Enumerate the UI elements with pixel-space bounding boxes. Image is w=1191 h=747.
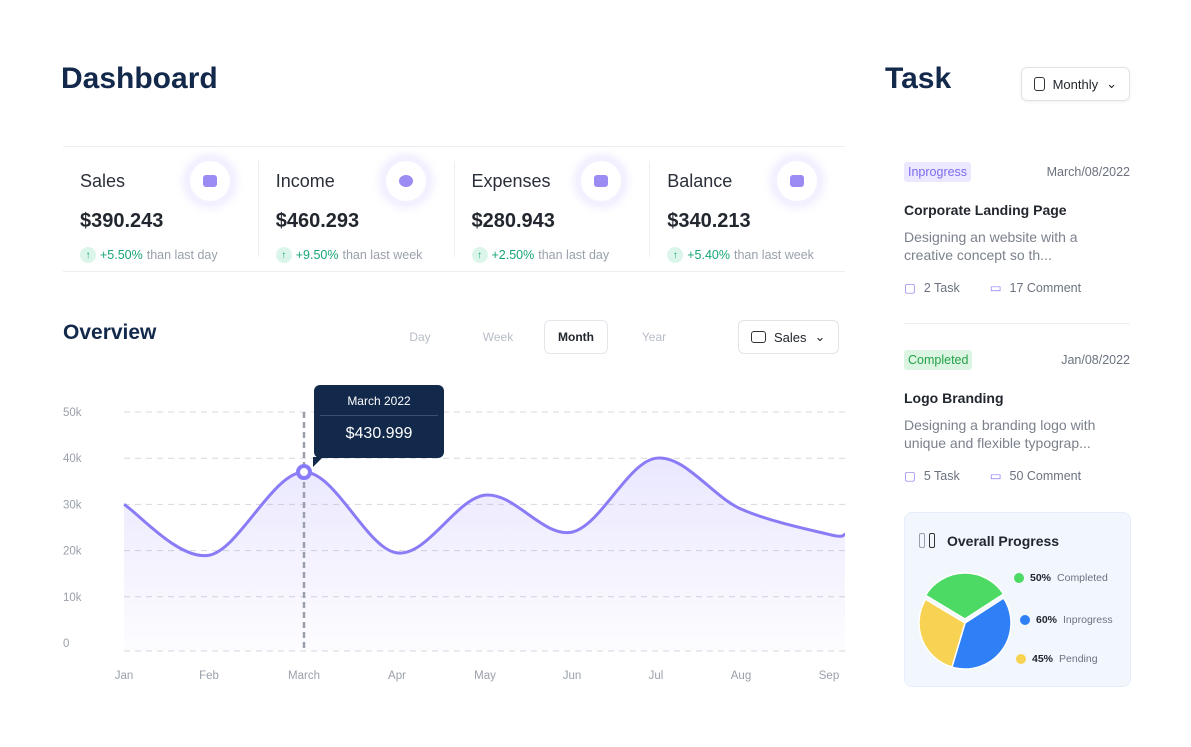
stat-label: Sales bbox=[80, 171, 126, 191]
legend-pending: 45% Pending bbox=[1016, 653, 1098, 665]
stat-expenses[interactable]: Expenses $280.943 ↑ +2.50% than last day bbox=[455, 161, 651, 263]
task-filter-dropdown[interactable]: Monthly ⌄ bbox=[1021, 67, 1130, 101]
y-tick-label: 20k bbox=[63, 546, 82, 558]
stat-sales[interactable]: Sales $390.243 ↑ +5.50% than last day bbox=[63, 161, 259, 263]
task-description: Designing a branding logo with unique an… bbox=[904, 417, 1096, 451]
pie-slice-completed bbox=[924, 572, 1005, 620]
clipboard-icon: ▢ bbox=[904, 281, 916, 295]
stat-change: +5.40% bbox=[687, 248, 730, 262]
tab-month[interactable]: Month bbox=[544, 320, 608, 354]
calendar-icon bbox=[1034, 77, 1045, 91]
series-dropdown[interactable]: Sales ⌄ bbox=[738, 320, 839, 354]
pie-slice-inprogress bbox=[950, 597, 1012, 670]
arrow-up-icon: ↑ bbox=[275, 247, 292, 263]
task-count: 2 Task bbox=[923, 281, 960, 295]
y-tick-label: 10k bbox=[63, 592, 82, 604]
progress-title: Overall Progress bbox=[947, 533, 1060, 549]
stat-label: Expenses bbox=[471, 171, 551, 191]
tab-year[interactable]: Year bbox=[641, 330, 667, 344]
arrow-up-icon: ↑ bbox=[471, 247, 488, 263]
stat-period: than last day bbox=[538, 248, 610, 262]
card-icon bbox=[581, 161, 622, 201]
stats-row: Sales $390.243 ↑ +5.50% than last day Inco… bbox=[63, 146, 845, 272]
overview-chart: 50k 40k 30k 20k 10k 0 Jan Feb March Apr May Jun Jul A… bbox=[63, 407, 846, 682]
stat-label: Balance bbox=[667, 171, 733, 191]
x-tick-label: Aug bbox=[731, 670, 751, 682]
stat-change: +9.50% bbox=[295, 248, 339, 262]
x-tick-label: Jun bbox=[563, 670, 582, 682]
stat-label: Income bbox=[275, 171, 335, 191]
comment-count: 50 Comment bbox=[1009, 469, 1082, 483]
x-tick-label: March bbox=[288, 670, 320, 682]
task-title: Corporate Landing Page bbox=[904, 202, 1067, 218]
overview-title: Overview bbox=[63, 321, 157, 344]
dropdown-value: Sales bbox=[774, 329, 807, 345]
wallet-icon bbox=[751, 331, 766, 343]
x-tick-label: Sep bbox=[819, 670, 839, 682]
stat-period: than last week bbox=[342, 248, 423, 262]
comment-icon: ▭ bbox=[989, 281, 1002, 295]
chart-tooltip: March 2022 $430.999 bbox=[313, 385, 444, 467]
y-tick-label: 0 bbox=[63, 638, 69, 650]
task-card[interactable]: Completed Jan/08/2022 Logo Branding Desi… bbox=[904, 350, 1130, 483]
y-tick-label: 50k bbox=[63, 407, 82, 419]
stat-value: $340.213 bbox=[667, 210, 751, 232]
stat-period: than last day bbox=[146, 248, 218, 262]
task-date: March/08/2022 bbox=[1046, 165, 1130, 179]
comment-icon: ▭ bbox=[989, 469, 1002, 483]
stat-change: +5.50% bbox=[100, 248, 143, 262]
task-card[interactable]: Inprogress March/08/2022 Corporate Landi… bbox=[904, 162, 1130, 324]
stat-change: +2.50% bbox=[491, 248, 535, 262]
arrow-up-icon: ↑ bbox=[667, 247, 684, 263]
area-fill bbox=[124, 457, 845, 651]
tooltip-value: $430.999 bbox=[345, 425, 413, 442]
x-tick-label: May bbox=[474, 670, 496, 682]
stat-value: $280.943 bbox=[471, 210, 555, 232]
status-badge: Completed bbox=[904, 350, 973, 370]
tab-week[interactable]: Week bbox=[482, 330, 514, 344]
data-point bbox=[296, 464, 312, 481]
comment-count: 17 Comment bbox=[1009, 281, 1082, 295]
stat-value: $460.293 bbox=[275, 210, 360, 232]
progress-pie bbox=[918, 572, 1012, 670]
tag-icon bbox=[189, 161, 230, 201]
task-title: Logo Branding bbox=[904, 390, 1004, 406]
legend-completed: 50% Completed bbox=[1014, 572, 1108, 584]
dropdown-value: Monthly bbox=[1052, 76, 1099, 92]
y-tick-label: 40k bbox=[63, 453, 82, 465]
task-count: 5 Task bbox=[923, 469, 960, 483]
chevron-down-icon: ⌄ bbox=[1106, 76, 1117, 91]
stat-balance[interactable]: Balance $340.213 ↑ +5.40% than last week bbox=[650, 161, 845, 263]
legend-inprogress: 60% Inprogress bbox=[1020, 614, 1113, 626]
money-icon bbox=[385, 161, 426, 201]
pie-slice-pending bbox=[918, 598, 966, 669]
x-tick-label: Jul bbox=[649, 670, 664, 682]
overall-progress-card: Overall Progress 50% Completed 60% Inprogr… bbox=[904, 512, 1131, 687]
wallet-icon bbox=[777, 161, 817, 201]
x-tick-label: Feb bbox=[199, 670, 219, 682]
y-tick-label: 30k bbox=[63, 499, 82, 511]
tooltip-title: March 2022 bbox=[320, 385, 438, 416]
task-description: Designing an website with a creative con… bbox=[904, 229, 1078, 263]
task-title: Task bbox=[885, 62, 952, 95]
stat-income[interactable]: Income $460.293 ↑ +9.50% than last week bbox=[259, 161, 455, 263]
page-title: Dashboard bbox=[61, 62, 218, 95]
status-badge: Inprogress bbox=[904, 162, 972, 182]
arrow-up-icon: ↑ bbox=[80, 247, 96, 263]
stat-value: $390.243 bbox=[80, 210, 164, 232]
x-tick-label: Jan bbox=[115, 670, 134, 682]
period-tabs: Day Week Month Year bbox=[388, 320, 700, 354]
chevron-down-icon: ⌄ bbox=[814, 329, 826, 344]
x-tick-label: Apr bbox=[388, 670, 406, 682]
task-date: Jan/08/2022 bbox=[1061, 353, 1130, 367]
clipboard-icon: ▢ bbox=[904, 469, 916, 483]
stat-period: than last week bbox=[734, 248, 814, 262]
tab-day[interactable]: Day bbox=[409, 330, 431, 344]
columns-icon bbox=[919, 533, 935, 548]
series-line bbox=[123, 456, 846, 557]
